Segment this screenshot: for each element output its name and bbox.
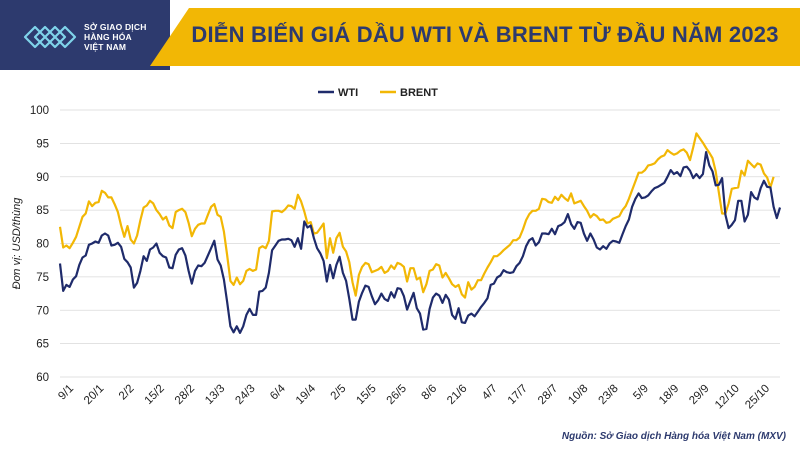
y-tick-label: 100 [30,105,49,117]
x-tick-label: 13/3 [203,383,227,407]
grid [60,109,780,378]
x-tick-label: 15/5 [354,383,378,407]
series-lines [58,132,782,334]
logo-line-1: SỞ GIAO DỊCH [84,22,147,32]
x-tick-label: 26/5 [385,383,409,407]
x-tick-label: 29/9 [687,383,711,407]
oil-price-chart: 60 65 70 75 80 85 90 95 100 9/1 20/1 2/2 15/2 28/2 13… [11,87,782,411]
x-tick-label: 17/7 [506,383,530,407]
y-axis-label: Đơn vị: USD/thùng [11,197,23,290]
x-tick-label: 15/2 [143,383,167,407]
y-tick-label: 95 [36,138,49,150]
legend-label-brent: BRENT [400,87,438,99]
x-tick-label: 25/10 [743,383,772,412]
series-line-brent [58,132,775,299]
chart-title: DIỄN BIẾN GIÁ DẦU WTI VÀ BRENT TỪ ĐẦU NĂ… [191,22,779,47]
x-tick-label: 4/7 [480,383,500,403]
x-axis-ticks: 9/1 20/1 2/2 15/2 28/2 13/3 24/3 6/4 19/4 2/5 15/5… [56,382,772,411]
y-tick-label: 80 [36,239,49,251]
logo-text: SỞ GIAO DỊCH HÀNG HÓA VIỆT NAM [84,22,147,52]
legend: WTI BRENT [318,87,438,99]
x-tick-label: 10/8 [566,383,590,407]
x-tick-label: 6/4 [268,382,288,402]
series-line-wti [58,150,782,334]
x-tick-label: 24/3 [233,383,257,407]
x-tick-label: 19/4 [294,382,319,407]
x-tick-label: 9/1 [56,383,76,403]
y-tick-label: 90 [36,172,49,184]
x-tick-label: 5/9 [631,383,651,403]
y-tick-label: 60 [36,372,49,384]
y-tick-label: 85 [36,205,49,217]
x-tick-label: 2/5 [329,383,349,403]
logo-line-2: HÀNG HÓA [84,32,132,42]
y-tick-label: 75 [36,272,49,284]
x-tick-label: 18/9 [657,383,681,407]
logo-line-3: VIỆT NAM [84,42,127,52]
x-tick-label: 28/2 [173,383,197,407]
y-tick-label: 65 [36,339,49,351]
x-tick-label: 12/10 [713,383,742,412]
x-tick-label: 21/6 [445,383,469,407]
x-tick-label: 2/2 [117,383,137,403]
legend-label-wti: WTI [338,87,358,99]
x-tick-label: 23/8 [596,383,620,407]
x-tick-label: 28/7 [536,383,560,407]
source-note: Nguồn: Sở Giao dịch Hàng hóa Việt Nam (M… [561,431,786,442]
header-title-band [150,8,800,66]
x-tick-label: 20/1 [82,383,106,407]
logo: SỞ GIAO DỊCH HÀNG HÓA VIỆT NAM [22,22,147,52]
y-axis-ticks: 60 65 70 75 80 85 90 95 100 [30,105,49,384]
y-tick-label: 70 [36,305,49,317]
x-tick-label: 8/6 [419,383,439,403]
mxv-logo-icon [23,25,77,49]
